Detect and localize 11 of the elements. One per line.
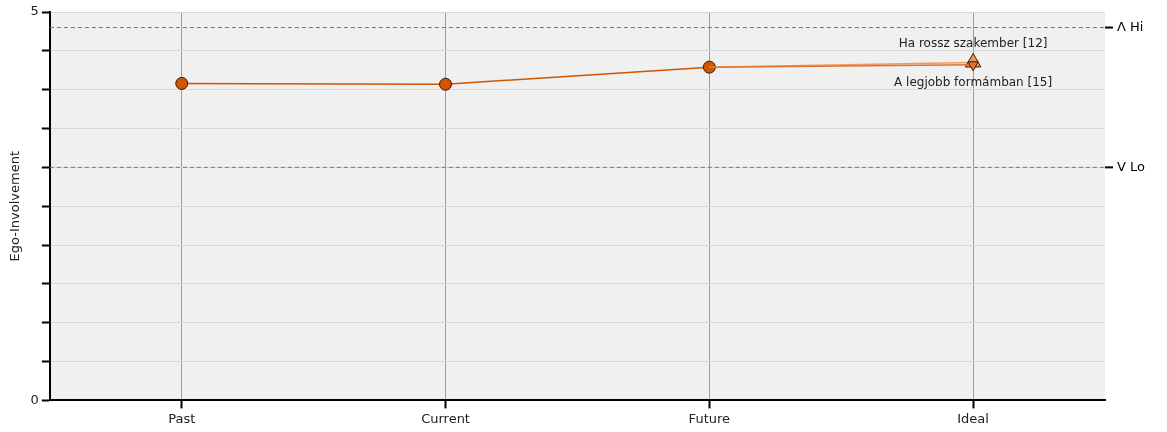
ref-line-label: Λ Hi bbox=[1117, 18, 1144, 34]
x-tick-label: Current bbox=[421, 410, 470, 426]
annotation: A legjobb formámban [15] bbox=[894, 74, 1053, 89]
ref-line-label: V Lo bbox=[1117, 158, 1146, 174]
y-tick-label: 0 bbox=[30, 391, 39, 407]
y-tick-label: 5 bbox=[30, 3, 39, 19]
x-tick-label: Past bbox=[168, 410, 196, 426]
annotation: Ha rossz szakember [12] bbox=[898, 36, 1048, 51]
x-tick-label: Future bbox=[688, 410, 731, 426]
x-tick-label: Ideal bbox=[957, 410, 989, 426]
y-axis-title: Ego-Involvement bbox=[7, 151, 23, 262]
